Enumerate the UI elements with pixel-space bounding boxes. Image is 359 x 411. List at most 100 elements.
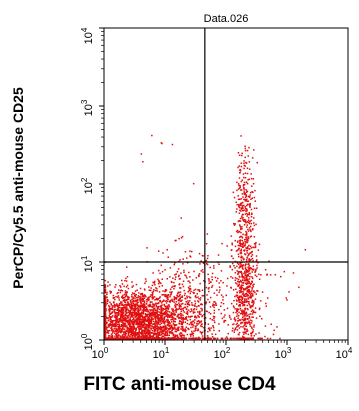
- data-point: [164, 327, 167, 329]
- data-point: [274, 274, 277, 276]
- data-point: [161, 270, 164, 273]
- data-point: [137, 309, 139, 312]
- data-point: [238, 187, 241, 189]
- data-point: [143, 300, 146, 302]
- data-point: [184, 292, 186, 295]
- data-point: [182, 285, 185, 288]
- data-point: [144, 309, 146, 312]
- data-point: [113, 323, 115, 325]
- data-point: [209, 313, 212, 315]
- data-point: [142, 329, 145, 332]
- data-point: [130, 325, 132, 328]
- data-point: [139, 308, 142, 310]
- data-point: [197, 315, 200, 318]
- data-point: [126, 320, 128, 322]
- data-point: [173, 301, 175, 303]
- data-point: [160, 310, 162, 312]
- data-point: [159, 324, 161, 326]
- data-point: [168, 321, 170, 323]
- data-point: [251, 290, 253, 292]
- data-point: [118, 324, 121, 327]
- data-point: [111, 321, 113, 323]
- data-point: [251, 301, 253, 304]
- data-point: [156, 297, 158, 300]
- data-point: [251, 281, 253, 283]
- data-point: [235, 323, 238, 326]
- data-point: [172, 311, 175, 313]
- data-point: [237, 272, 240, 274]
- data-point: [247, 290, 250, 292]
- data-point: [119, 320, 121, 323]
- data-point: [250, 332, 253, 335]
- data-points: [104, 134, 307, 340]
- data-point: [104, 312, 107, 315]
- data-point: [132, 302, 135, 304]
- data-point: [237, 183, 240, 185]
- data-point: [239, 286, 241, 288]
- data-point: [152, 305, 154, 308]
- data-point: [104, 314, 107, 316]
- data-point: [226, 307, 229, 310]
- data-point: [236, 337, 238, 340]
- data-point: [169, 294, 172, 296]
- data-point: [130, 313, 133, 315]
- data-point: [237, 263, 240, 266]
- data-point: [153, 337, 155, 340]
- data-point: [147, 324, 150, 326]
- data-point: [104, 305, 107, 308]
- data-point: [140, 305, 142, 307]
- data-point: [182, 321, 184, 323]
- data-point: [169, 288, 172, 290]
- data-point: [208, 282, 210, 285]
- data-point: [244, 165, 247, 167]
- data-point: [193, 308, 195, 311]
- data-point: [142, 313, 144, 315]
- data-point: [105, 308, 107, 310]
- data-point: [130, 329, 132, 332]
- data-point: [181, 329, 184, 332]
- data-point: [237, 253, 240, 256]
- data-point: [168, 305, 171, 308]
- data-point: [209, 296, 212, 299]
- data-point: [225, 294, 227, 297]
- data-point: [111, 337, 113, 340]
- data-point: [104, 279, 107, 282]
- data-point: [245, 292, 248, 295]
- data-point: [137, 318, 139, 321]
- data-point: [239, 296, 241, 298]
- data-point: [118, 297, 120, 299]
- data-point: [133, 318, 135, 320]
- data-point: [165, 307, 167, 309]
- data-point: [200, 331, 202, 334]
- data-point: [155, 325, 158, 327]
- data-point: [248, 269, 251, 272]
- data-point: [251, 288, 253, 290]
- data-point: [224, 337, 227, 340]
- data-point: [200, 270, 202, 272]
- data-point: [187, 301, 190, 304]
- data-point: [124, 323, 127, 325]
- data-point: [189, 300, 191, 302]
- data-point: [157, 278, 159, 281]
- data-point: [236, 240, 239, 243]
- data-point: [134, 316, 136, 318]
- data-point: [195, 277, 198, 279]
- data-point: [248, 316, 251, 318]
- data-point: [238, 267, 240, 269]
- x-tick-label: 102: [214, 346, 231, 361]
- data-point: [241, 179, 244, 181]
- data-point: [111, 305, 114, 307]
- data-point: [233, 222, 235, 225]
- data-point: [189, 256, 192, 258]
- data-point: [206, 257, 209, 260]
- data-point: [158, 333, 161, 335]
- data-point: [260, 274, 262, 276]
- data-point: [149, 334, 151, 337]
- data-point: [175, 324, 178, 326]
- data-point: [214, 337, 217, 340]
- data-point: [244, 200, 246, 202]
- data-point: [178, 237, 180, 240]
- data-point: [238, 231, 240, 233]
- data-point: [239, 203, 242, 205]
- data-point: [132, 312, 135, 314]
